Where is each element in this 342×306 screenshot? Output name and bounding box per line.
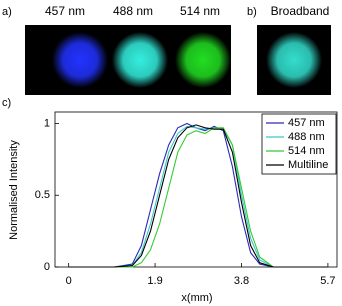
y-tick-label: 0.5 [35,189,50,201]
x-axis-label: x(mm) [181,292,212,304]
panel-label: b) [247,6,257,18]
spot-label: 457 nm [45,4,85,18]
x-tick-label: 3.8 [234,275,249,287]
line-series [68,124,328,268]
legend-label: 488 nm [288,131,325,143]
legend-label: 514 nm [288,145,325,157]
panel-label: c) [2,97,11,109]
legend-label: Multiline [288,159,328,171]
line-series [68,125,328,268]
y-tick-label: 1 [44,117,50,129]
legend-label: 457 nm [288,117,325,129]
x-tick-label: 1.9 [147,275,162,287]
y-tick-label: 0 [44,261,50,273]
spot-label: 514 nm [180,4,220,18]
line-series [68,127,328,268]
plot-frame [54,111,338,268]
x-tick-label: 5.7 [320,275,335,287]
x-tick-label: 0 [66,275,72,287]
beam-spot [112,32,168,88]
panel-label: a) [2,6,12,18]
beam-spot [266,32,322,88]
legend-box [261,113,337,175]
beam-spot [175,32,231,88]
beam-spot [52,32,108,88]
spot-label: 488 nm [113,4,153,18]
spot-label: Broadband [271,4,330,18]
y-axis-label: Normalised Intensity [8,140,20,240]
